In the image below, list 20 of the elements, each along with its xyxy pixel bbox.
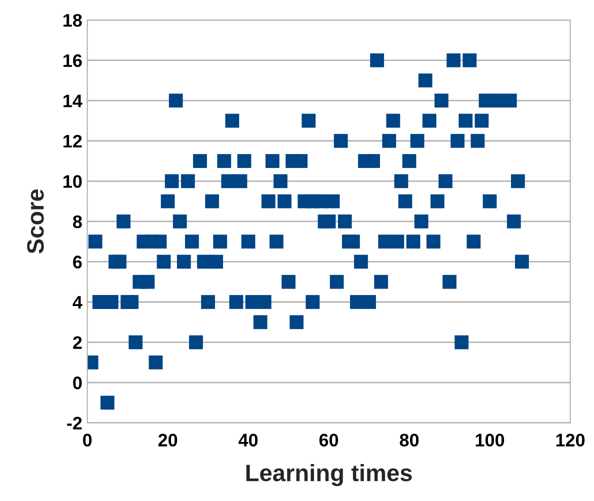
y-tick-label: 2 [73,336,82,349]
y-axis-title: Score [27,189,44,254]
x-tick-label: 100 [476,434,504,447]
y-tick-label: 14 [64,94,82,108]
y-tick-label: -2 [67,416,82,430]
x-tick-label: 80 [400,434,419,447]
x-tick-label: 20 [158,434,178,447]
y-tick-label: 18 [64,14,82,27]
y-tick-label: 12 [64,134,82,148]
y-tick-label: 10 [64,175,82,188]
y-tick-label: 0 [73,376,82,390]
y-tick-label: 6 [73,256,82,268]
y-tick-label: 8 [72,215,82,228]
x-tick-label: 0 [83,434,92,447]
x-tick-label: 120 [556,434,585,447]
x-axis-title: Learning times [246,464,412,486]
x-tick-label: 40 [238,434,258,447]
y-tick-label: 4 [72,296,82,309]
y-tick-label: 16 [64,54,82,68]
x-tick-label: 60 [319,434,338,447]
